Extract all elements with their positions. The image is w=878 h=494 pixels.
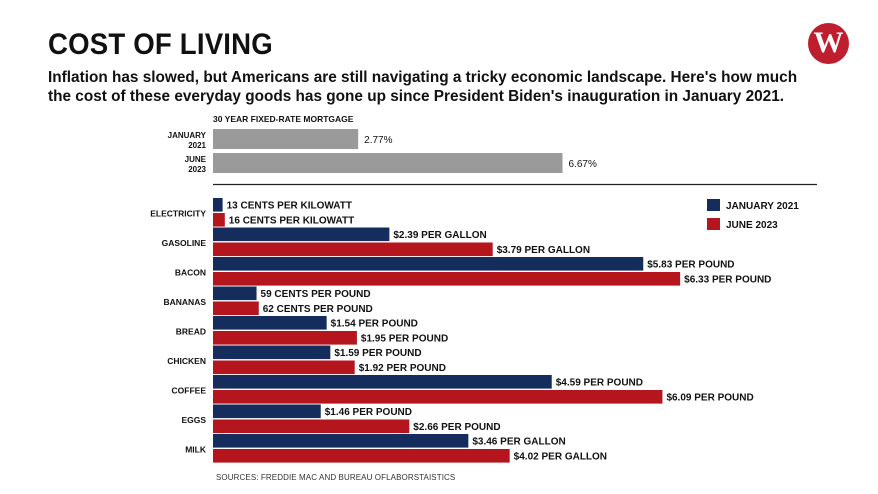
value-label-jan-2021-electricity: 13 CENTS PER KILOWATT [227, 201, 352, 212]
bar-jan-2021-eggs [213, 404, 321, 419]
bar-jan-2021-chicken [213, 345, 331, 360]
mortgage-category-label: 2021 [188, 141, 206, 150]
value-label-jun-2023-eggs: $2.66 PER POUND [413, 422, 500, 433]
category-label-coffee: COFFEE [172, 386, 207, 396]
mortgage-bar-jun-2023 [213, 153, 563, 173]
mortgage-value-label: 6.67% [569, 159, 597, 170]
category-label-milk: MILK [185, 445, 207, 455]
brand-logo: W [808, 23, 849, 64]
page-subtitle: Inflation has slowed, but Americans are … [48, 69, 798, 105]
legend-swatch-jun-2023 [707, 218, 720, 230]
value-label-jan-2021-chicken: $1.59 PER POUND [334, 348, 421, 359]
value-label-jan-2021-coffee: $4.59 PER POUND [556, 378, 643, 389]
category-label-bananas: BANANAS [164, 297, 207, 307]
bar-jun-2023-bacon [213, 272, 681, 286]
category-label-bread: BREAD [176, 327, 206, 337]
value-label-jan-2021-eggs: $1.46 PER POUND [325, 407, 412, 418]
bar-jun-2023-eggs [213, 419, 410, 434]
mortgage-category-label: JANUARY [168, 131, 207, 140]
mortgage-bar-jan-2021 [213, 129, 359, 149]
legend-swatch-jan-2021 [707, 199, 720, 211]
bar-jun-2023-bananas [213, 301, 259, 316]
bar-jun-2023-chicken [213, 360, 355, 375]
bar-jan-2021-bananas [213, 286, 257, 301]
value-label-jun-2023-milk: $4.02 PER GALLON [514, 452, 607, 463]
category-label-electricity: ELECTRICITY [150, 209, 206, 219]
value-label-jun-2023-bacon: $6.33 PER POUND [684, 275, 771, 286]
mortgage-value-label: 2.77% [364, 135, 392, 146]
mortgage-category-label: 2023 [188, 165, 206, 174]
bar-jan-2021-bacon [213, 257, 644, 271]
value-label-jun-2023-bananas: 62 CENTS PER POUND [263, 304, 373, 315]
value-label-jun-2023-chicken: $1.92 PER POUND [359, 363, 446, 374]
value-label-jun-2023-electricity: 16 CENTS PER KILOWATT [229, 216, 354, 227]
mortgage-title: 30 YEAR FIXED-RATE MORTGAGE [213, 114, 354, 124]
value-label-jun-2023-coffee: $6.09 PER POUND [666, 393, 753, 404]
bar-jun-2023-milk [213, 449, 510, 463]
legend-label-jan-2021: JANUARY 2021 [726, 201, 799, 212]
value-label-jan-2021-bananas: 59 CENTS PER POUND [261, 289, 371, 300]
bar-jan-2021-bread [213, 316, 327, 330]
bar-jun-2023-coffee [213, 390, 663, 404]
bar-jan-2021-electricity [213, 198, 223, 212]
value-label-jan-2021-bacon: $5.83 PER POUND [647, 260, 734, 271]
value-label-jan-2021-bread: $1.54 PER POUND [331, 319, 418, 330]
category-label-gasoline: GASOLINE [162, 238, 207, 248]
category-label-chicken: CHICKEN [167, 356, 206, 366]
logo-letter: W [813, 25, 844, 59]
value-label-jan-2021-gasoline: $2.39 PER GALLON [393, 230, 486, 241]
value-label-jan-2021-milk: $3.46 PER GALLON [472, 437, 565, 448]
bar-jun-2023-gasoline [213, 242, 493, 257]
category-label-bacon: BACON [175, 268, 206, 278]
legend-label-jun-2023: JUNE 2023 [726, 220, 778, 231]
bar-jan-2021-coffee [213, 375, 552, 389]
value-label-jun-2023-gasoline: $3.79 PER GALLON [497, 245, 590, 256]
bar-jun-2023-electricity [213, 213, 225, 227]
value-label-jun-2023-bread: $1.95 PER POUND [361, 334, 448, 345]
source-note: SOURCES: FREDDIE MAC AND BUREAU OFLABORS… [216, 473, 456, 482]
mortgage-category-label: JUNE [185, 155, 207, 164]
bar-jun-2023-bread [213, 331, 357, 345]
bar-jan-2021-gasoline [213, 227, 390, 242]
page-title: COST OF LIVING [48, 28, 273, 61]
bar-jan-2021-milk [213, 434, 469, 448]
category-label-eggs: EGGS [181, 415, 206, 425]
